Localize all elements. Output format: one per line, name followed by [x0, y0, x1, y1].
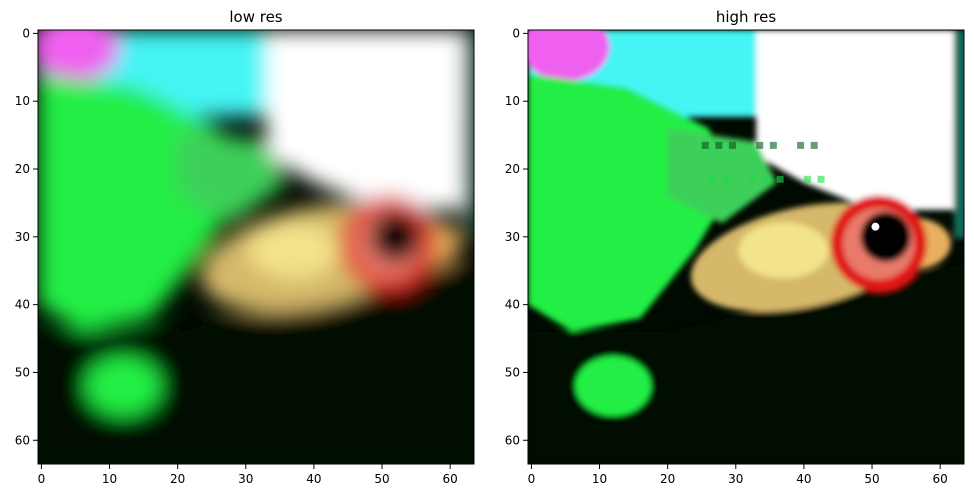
panel-title: high res [715, 8, 777, 26]
fish-image [528, 30, 964, 464]
image-axes: 0 10 20 30 40 50 60 0 10 20 30 40 50 60 [505, 26, 965, 486]
y-tick-label: 40 [505, 298, 520, 312]
image-frame [37, 29, 475, 465]
x-tick-label: 50 [864, 472, 879, 486]
x-tick-label: 40 [796, 472, 811, 486]
image-frame [527, 29, 965, 465]
high-res-panel: high res 0 10 20 30 40 50 60 0 10 20 30 40 50 60 [490, 0, 970, 498]
y-tick-label: 60 [505, 433, 520, 447]
x-tick-label: 60 [933, 472, 948, 486]
x-tick-label: 30 [238, 472, 253, 486]
x-tick-label: 50 [374, 472, 389, 486]
y-tick-label: 10 [505, 94, 520, 108]
y-tick-label: 50 [15, 365, 30, 379]
x-tick-label: 10 [592, 472, 607, 486]
axis-ticks: 0 10 20 30 40 50 60 0 10 20 30 40 50 60 [505, 26, 948, 486]
y-tick-label: 20 [505, 162, 520, 176]
x-tick-label: 60 [443, 472, 458, 486]
y-tick-label: 0 [512, 26, 520, 40]
x-tick-label: 40 [306, 472, 321, 486]
low-res-panel: low res 0 10 20 30 40 50 60 0 10 20 30 40 50 60 [0, 0, 480, 498]
panel-title: low res [229, 8, 283, 26]
y-tick-label: 20 [15, 162, 30, 176]
fish-image [38, 30, 474, 464]
x-tick-label: 0 [38, 472, 46, 486]
y-tick-label: 50 [505, 365, 520, 379]
x-tick-label: 10 [102, 472, 117, 486]
x-tick-label: 30 [728, 472, 743, 486]
y-tick-label: 40 [15, 298, 30, 312]
x-tick-label: 20 [660, 472, 675, 486]
y-tick-label: 0 [22, 26, 30, 40]
image-axes: 0 10 20 30 40 50 60 0 10 20 30 40 50 60 [15, 26, 475, 486]
y-tick-label: 60 [15, 433, 30, 447]
x-tick-label: 0 [528, 472, 536, 486]
x-tick-label: 20 [170, 472, 185, 486]
y-tick-label: 30 [505, 230, 520, 244]
y-tick-label: 30 [15, 230, 30, 244]
y-tick-label: 10 [15, 94, 30, 108]
axis-ticks: 0 10 20 30 40 50 60 0 10 20 30 40 50 60 [15, 26, 458, 486]
